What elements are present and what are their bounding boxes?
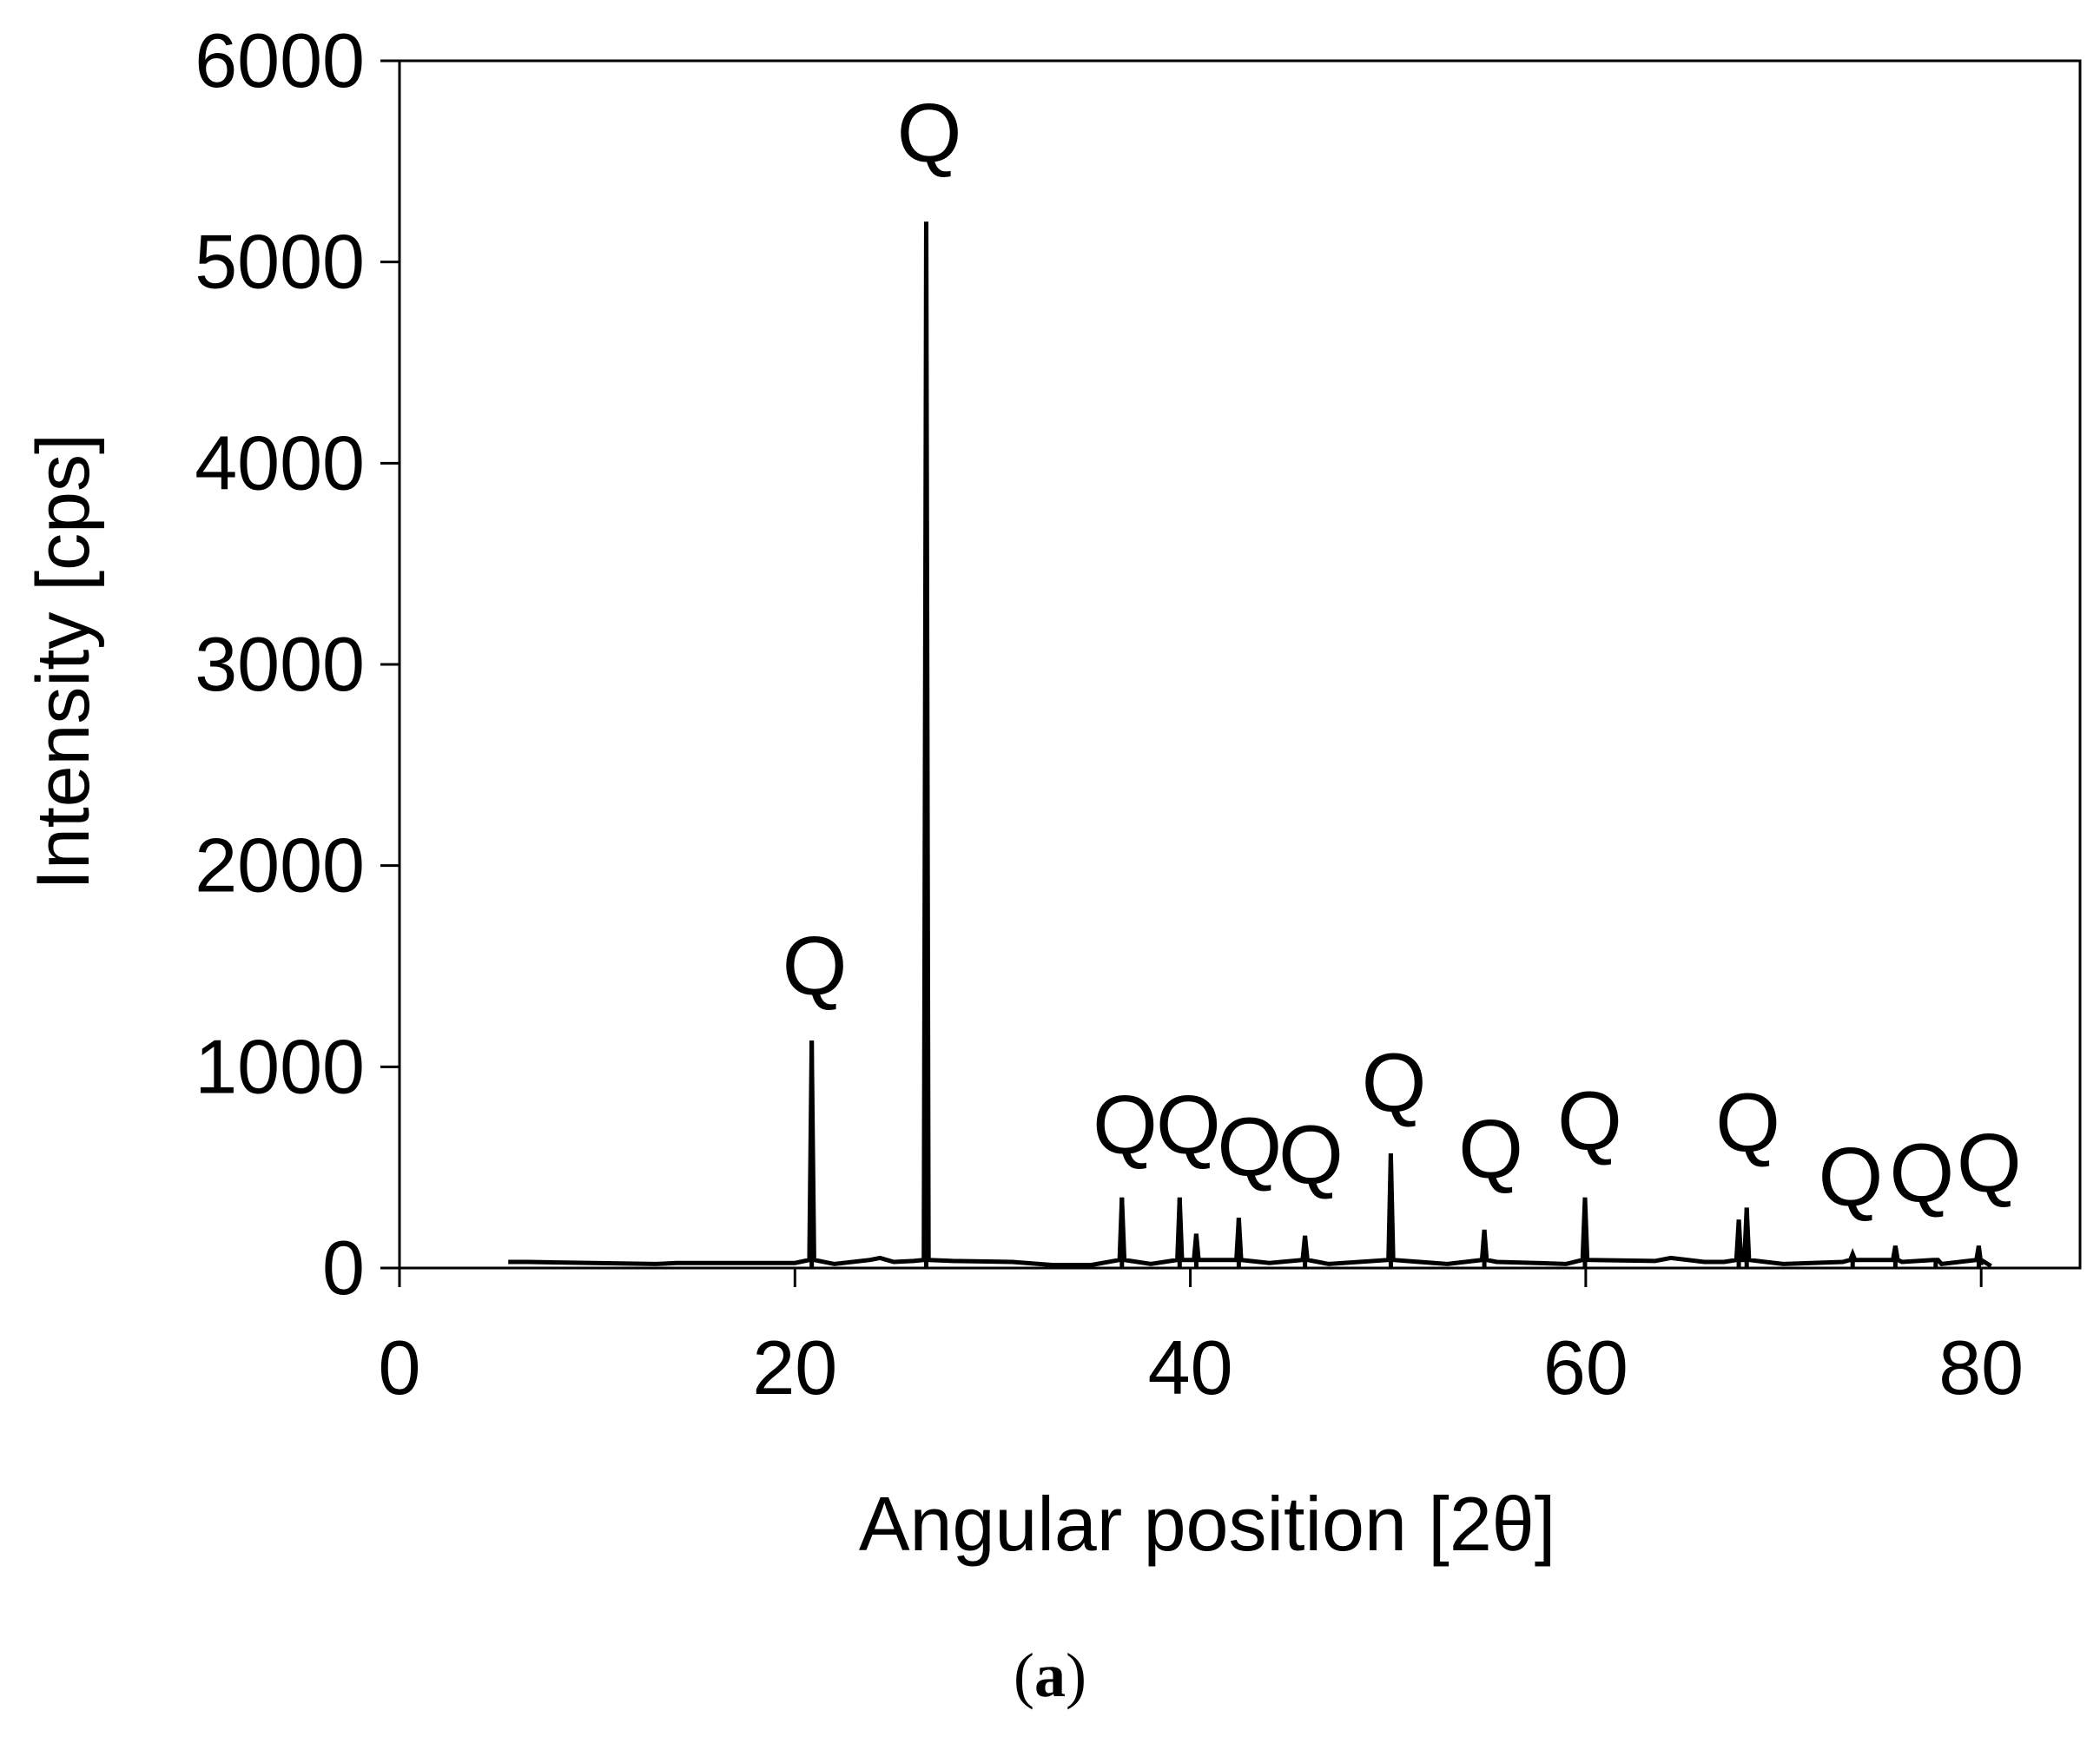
y-axis-label: Intensity [cps] bbox=[22, 433, 105, 890]
x-tick-label: 0 bbox=[379, 1324, 421, 1410]
peak-annotation-q: Q bbox=[1093, 1079, 1158, 1172]
panel-label-close: ) bbox=[1066, 1641, 1086, 1710]
y-tick-label: 2000 bbox=[195, 822, 365, 908]
tick-labels: 0 20 40 60 80 0 1000 2000 3000 4000 5000 6000 bbox=[195, 17, 2024, 1410]
x-tick-label: 20 bbox=[752, 1324, 837, 1410]
panel-label-open: ( bbox=[1014, 1641, 1034, 1710]
x-tick-label: 80 bbox=[1938, 1324, 2024, 1410]
y-tick-label: 4000 bbox=[195, 419, 365, 505]
peak-annotation-q: Q bbox=[1218, 1100, 1283, 1193]
peak-annotation-q: Q bbox=[1362, 1036, 1427, 1129]
y-tick-label: 1000 bbox=[195, 1023, 365, 1109]
peak-annotation-q: Q bbox=[1819, 1131, 1884, 1224]
y-tick-label: 0 bbox=[322, 1225, 365, 1311]
peak-annotation-q: Q bbox=[1156, 1079, 1221, 1172]
peak-annotation-q: Q bbox=[783, 920, 848, 1013]
peak-annotation-q: Q bbox=[1957, 1117, 2022, 1210]
y-tick-label: 6000 bbox=[195, 17, 365, 103]
peak-annotation-q: Q bbox=[897, 87, 962, 180]
y-tick-label: 5000 bbox=[195, 219, 365, 305]
series-group bbox=[508, 221, 1992, 1268]
panel-label-letter: a bbox=[1034, 1641, 1066, 1710]
x-axis-label: Angular position [2θ] bbox=[859, 1481, 1555, 1567]
panel-label: (a) bbox=[0, 1640, 2100, 1712]
x-tick-label: 60 bbox=[1543, 1324, 1628, 1410]
y-tick-label: 3000 bbox=[195, 621, 365, 707]
peak-annotation-q: Q bbox=[1715, 1077, 1780, 1170]
peak-annotation-q: Q bbox=[1458, 1103, 1523, 1196]
plot-frame bbox=[398, 59, 2082, 1270]
x-tick-label: 40 bbox=[1148, 1324, 1233, 1410]
peak-annotation-q: Q bbox=[1278, 1109, 1344, 1202]
peak-annotation-q: Q bbox=[1890, 1127, 1955, 1220]
peak-annotation-q: Q bbox=[1557, 1074, 1622, 1167]
